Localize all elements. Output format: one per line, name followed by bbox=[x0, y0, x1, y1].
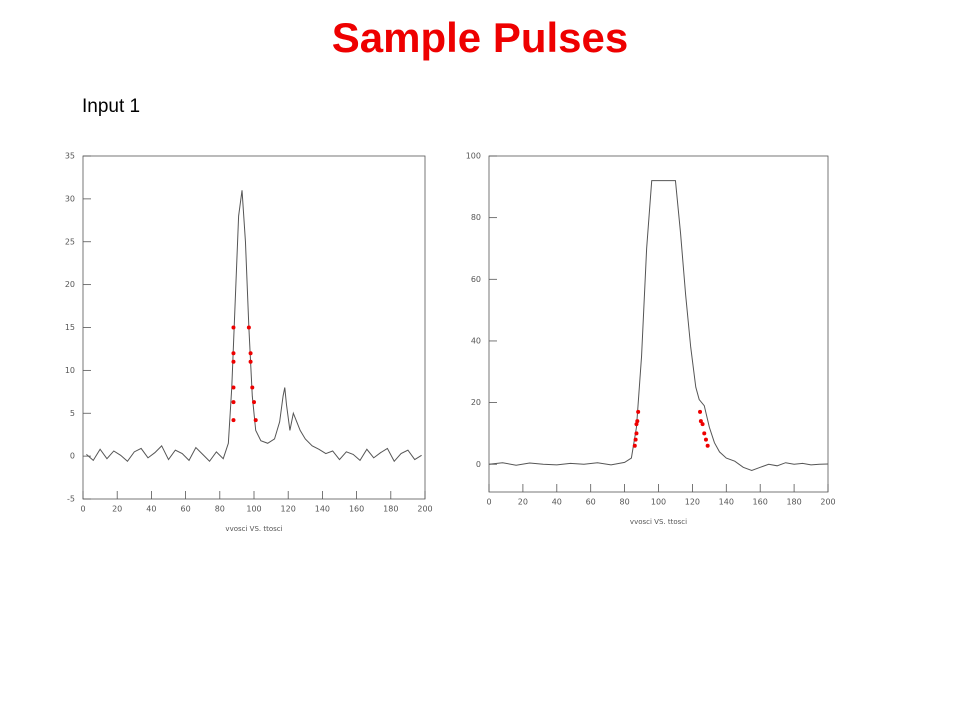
x-tick-label: 40 bbox=[552, 498, 562, 507]
sample-point bbox=[248, 359, 253, 364]
sample-point bbox=[703, 437, 708, 442]
x-tick-label: 60 bbox=[181, 505, 191, 514]
y-tick-label: 5 bbox=[70, 409, 75, 418]
x-tick-label: 20 bbox=[112, 505, 122, 514]
sample-point bbox=[231, 351, 236, 356]
x-tick-label: 140 bbox=[315, 505, 330, 514]
sample-point bbox=[632, 443, 637, 448]
x-tick-label: 200 bbox=[417, 505, 432, 514]
sample-point bbox=[702, 431, 707, 436]
x-tick-label: 120 bbox=[685, 498, 700, 507]
y-tick-label: 25 bbox=[65, 237, 75, 246]
y-tick-label: 20 bbox=[471, 398, 481, 407]
x-tick-label: 160 bbox=[753, 498, 768, 507]
x-tick-label: 60 bbox=[586, 498, 596, 507]
sample-point bbox=[253, 418, 258, 423]
sample-point bbox=[636, 409, 641, 414]
x-axis-label: vvosci VS. ttosci bbox=[630, 518, 687, 526]
plot-frame bbox=[82, 155, 426, 500]
x-tick-label: 200 bbox=[820, 498, 835, 507]
y-tick-label: 35 bbox=[65, 152, 75, 161]
pulse-line bbox=[488, 180, 829, 471]
sample-point bbox=[705, 443, 710, 448]
y-tick-label: 80 bbox=[471, 213, 481, 222]
plot-frame bbox=[488, 155, 829, 493]
x-tick-label: 40 bbox=[146, 505, 156, 514]
y-tick-label: 10 bbox=[65, 366, 75, 375]
x-tick-label: 80 bbox=[215, 505, 225, 514]
x-tick-label: 0 bbox=[80, 505, 85, 514]
sample-point bbox=[635, 419, 640, 424]
sample-point bbox=[252, 400, 256, 405]
sample-point bbox=[248, 351, 253, 356]
sample-point bbox=[246, 325, 251, 330]
sample-point bbox=[231, 418, 236, 423]
sample-point bbox=[250, 385, 255, 390]
x-tick-label: 100 bbox=[246, 505, 261, 514]
sample-point bbox=[231, 385, 236, 390]
x-tick-label: 180 bbox=[383, 505, 398, 514]
sample-point bbox=[700, 422, 705, 427]
y-tick-label: 30 bbox=[65, 194, 75, 203]
x-tick-label: 140 bbox=[719, 498, 734, 507]
y-tick-label: -5 bbox=[67, 495, 75, 504]
pulse-line bbox=[86, 190, 422, 463]
x-tick-label: 100 bbox=[651, 498, 666, 507]
y-tick-label: 40 bbox=[471, 336, 481, 345]
y-tick-label: 0 bbox=[476, 460, 481, 469]
sample-point bbox=[698, 409, 703, 414]
y-tick-label: 60 bbox=[471, 275, 481, 284]
sample-point bbox=[231, 359, 236, 364]
x-tick-label: 180 bbox=[786, 498, 801, 507]
x-tick-label: 0 bbox=[486, 498, 491, 507]
y-tick-label: 15 bbox=[65, 323, 75, 332]
slide-title: Sample Pulses bbox=[331, 14, 629, 61]
sample-point bbox=[231, 400, 236, 405]
sample-point bbox=[633, 437, 638, 442]
sample-point bbox=[231, 325, 236, 330]
x-tick-label: 160 bbox=[349, 505, 364, 514]
sample-point bbox=[634, 422, 639, 427]
x-axis-label: vvosci VS. ttosci bbox=[225, 525, 282, 533]
x-tick-label: 20 bbox=[518, 498, 528, 507]
x-tick-label: 80 bbox=[620, 498, 630, 507]
slide-subtitle: Input 1 bbox=[82, 96, 141, 117]
y-tick-label: 100 bbox=[466, 152, 481, 161]
sample-point bbox=[698, 419, 703, 424]
sample-point bbox=[634, 431, 639, 436]
y-tick-label: 0 bbox=[70, 452, 75, 461]
y-tick-label: 20 bbox=[65, 280, 75, 289]
x-tick-label: 120 bbox=[281, 505, 296, 514]
